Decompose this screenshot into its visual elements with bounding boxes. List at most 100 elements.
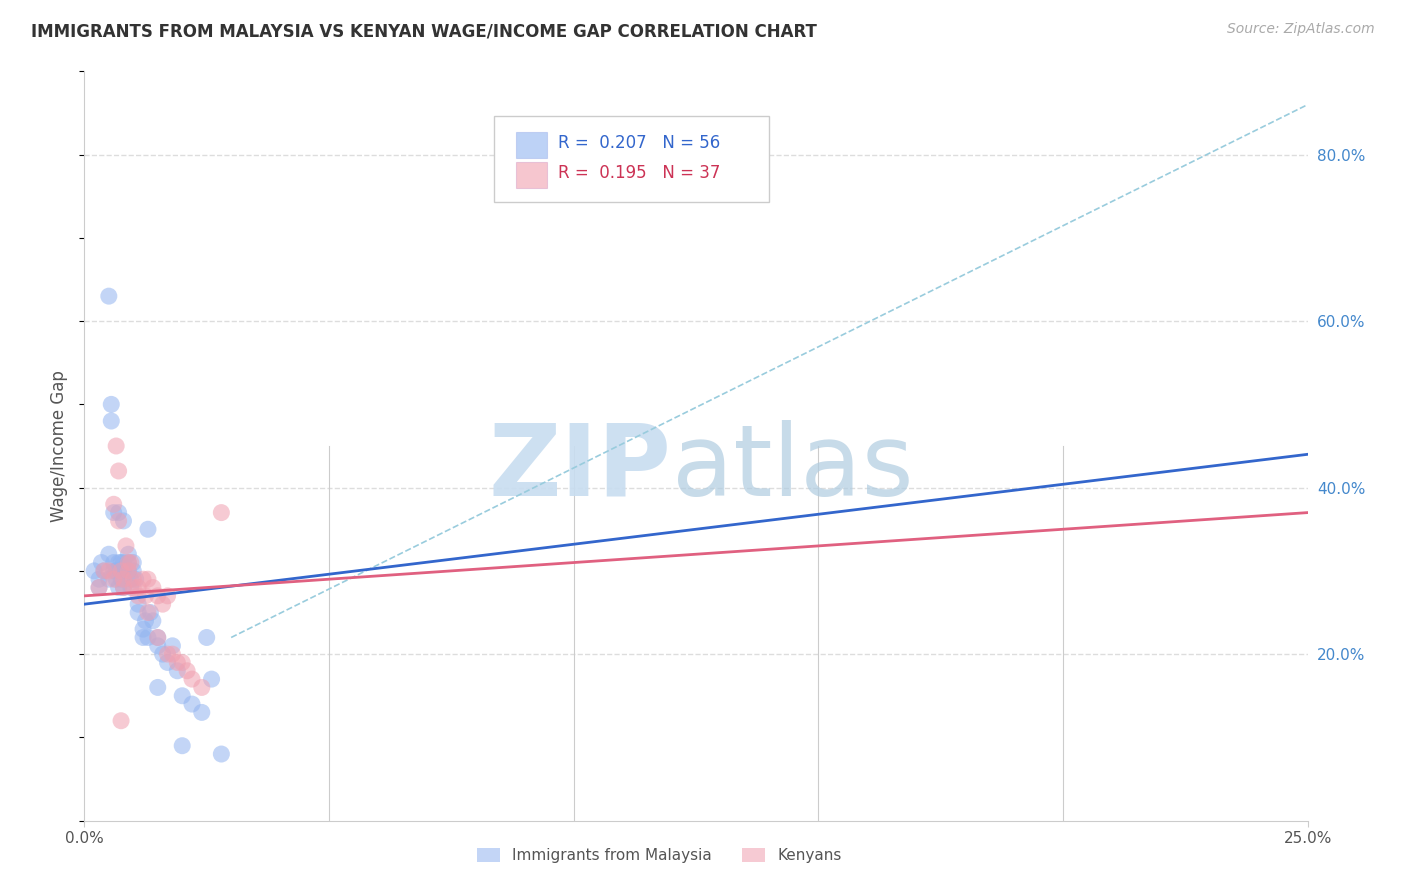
Point: [112, 564, 135, 578]
Point: [181, 697, 204, 711]
Point: [209, 747, 232, 761]
Point: [152, 597, 174, 611]
Y-axis label: Wage/Income Gap: Wage/Income Gap: [51, 370, 69, 522]
FancyBboxPatch shape: [494, 116, 769, 202]
Text: R =  0.207   N = 56: R = 0.207 N = 56: [558, 135, 720, 153]
Point: [156, 656, 179, 670]
Point: [142, 614, 165, 628]
Point: [172, 689, 194, 703]
Point: [162, 647, 184, 661]
Point: [117, 556, 139, 570]
Point: [139, 606, 162, 620]
Point: [152, 647, 174, 661]
Point: [100, 397, 122, 411]
Point: [195, 631, 218, 645]
Point: [136, 522, 159, 536]
Point: [135, 589, 157, 603]
Point: [110, 572, 132, 586]
Point: [166, 656, 188, 670]
Point: [83, 564, 105, 578]
Point: [97, 547, 120, 561]
Point: [200, 672, 222, 686]
Point: [87, 581, 110, 595]
Point: [93, 564, 115, 578]
FancyBboxPatch shape: [516, 132, 547, 158]
Point: [176, 664, 198, 678]
Point: [146, 589, 169, 603]
Point: [105, 439, 128, 453]
Point: [136, 572, 159, 586]
Point: [103, 572, 125, 586]
Point: [117, 556, 139, 570]
Point: [105, 564, 128, 578]
Point: [90, 556, 112, 570]
Point: [122, 572, 145, 586]
Point: [105, 572, 128, 586]
Point: [135, 614, 157, 628]
Text: ZIP: ZIP: [489, 420, 672, 517]
Point: [166, 664, 188, 678]
Point: [127, 589, 149, 603]
Point: [97, 572, 120, 586]
Point: [103, 564, 125, 578]
Point: [97, 564, 120, 578]
Point: [103, 497, 125, 511]
Point: [136, 606, 159, 620]
Point: [146, 631, 169, 645]
Point: [117, 564, 139, 578]
Text: IMMIGRANTS FROM MALAYSIA VS KENYAN WAGE/INCOME GAP CORRELATION CHART: IMMIGRANTS FROM MALAYSIA VS KENYAN WAGE/…: [31, 22, 817, 40]
Text: atlas: atlas: [672, 420, 912, 517]
Point: [127, 606, 149, 620]
Point: [132, 631, 155, 645]
Point: [146, 639, 169, 653]
Point: [146, 631, 169, 645]
Point: [97, 289, 120, 303]
Point: [112, 556, 135, 570]
Point: [127, 581, 149, 595]
Point: [115, 539, 138, 553]
Point: [132, 622, 155, 636]
Point: [117, 547, 139, 561]
Point: [209, 506, 232, 520]
Point: [172, 739, 194, 753]
Point: [110, 714, 132, 728]
Point: [87, 572, 110, 586]
Point: [100, 414, 122, 428]
Point: [122, 564, 145, 578]
Point: [122, 581, 145, 595]
FancyBboxPatch shape: [516, 161, 547, 188]
Point: [125, 572, 148, 586]
Text: Source: ZipAtlas.com: Source: ZipAtlas.com: [1227, 22, 1375, 37]
Point: [162, 639, 184, 653]
Point: [107, 464, 129, 478]
Point: [107, 506, 129, 520]
Point: [191, 681, 214, 695]
Point: [191, 706, 214, 720]
Point: [103, 506, 125, 520]
Point: [110, 564, 132, 578]
Point: [156, 647, 179, 661]
Point: [87, 581, 110, 595]
Point: [142, 581, 165, 595]
Point: [112, 581, 135, 595]
Point: [103, 556, 125, 570]
Point: [112, 514, 135, 528]
Point: [110, 564, 132, 578]
Point: [112, 572, 135, 586]
Point: [146, 681, 169, 695]
Point: [107, 514, 129, 528]
Point: [117, 564, 139, 578]
Legend: Immigrants from Malaysia, Kenyans: Immigrants from Malaysia, Kenyans: [471, 842, 848, 870]
Point: [120, 581, 142, 595]
Point: [107, 581, 129, 595]
Point: [156, 589, 179, 603]
Point: [110, 556, 132, 570]
Point: [120, 556, 142, 570]
Point: [136, 631, 159, 645]
Text: R =  0.195   N = 37: R = 0.195 N = 37: [558, 164, 720, 182]
Point: [107, 556, 129, 570]
Point: [122, 556, 145, 570]
Point: [127, 597, 149, 611]
Point: [120, 572, 142, 586]
Point: [172, 656, 194, 670]
